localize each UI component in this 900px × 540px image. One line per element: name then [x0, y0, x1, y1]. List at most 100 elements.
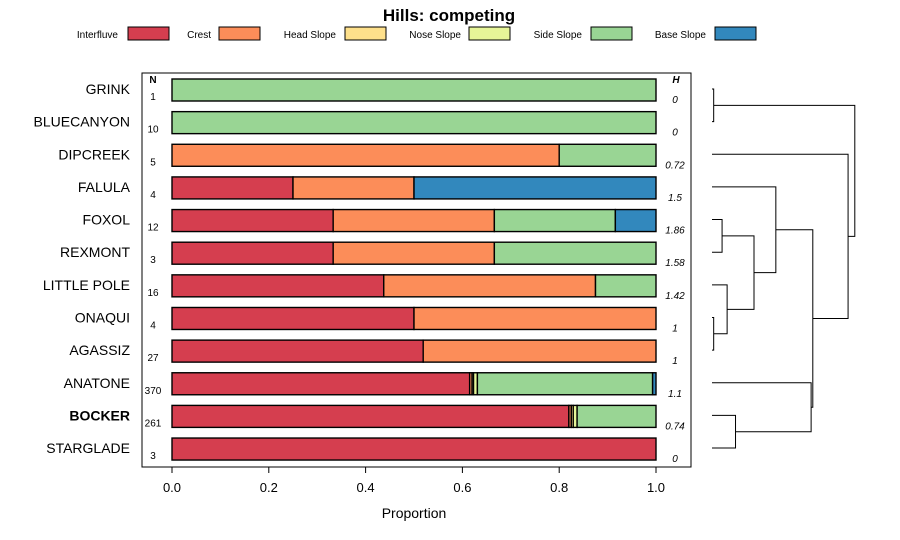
h-value: 1	[672, 323, 678, 334]
n-value: 10	[147, 125, 159, 136]
row-agassiz: AGASSIZ 27 1	[69, 339, 678, 367]
n-value: 5	[150, 157, 156, 168]
dendrogram-link	[712, 284, 728, 335]
n-value: 3	[150, 255, 156, 266]
dendrogram	[712, 88, 856, 449]
n-value: 370	[145, 386, 162, 397]
dendrogram-link	[712, 153, 849, 319]
bar-segment-interfluve	[171, 339, 424, 363]
bar-segment-side-slope	[493, 241, 657, 265]
legend-swatch-crest	[218, 26, 261, 41]
bar-segment-crest	[292, 176, 415, 200]
n-column-header: N	[149, 75, 156, 86]
legend-label-head-slope: Head Slope	[284, 30, 337, 41]
bar-segment-crest	[171, 143, 560, 167]
h-value: 0	[672, 454, 678, 465]
x-tick-label: 1.0	[647, 480, 665, 495]
row-label: AGASSIZ	[69, 342, 130, 358]
row-bocker: BOCKER 261 0.74	[69, 404, 685, 432]
row-onaqui: ONAQUI 4 1	[75, 306, 678, 334]
bar-segment-interfluve	[171, 176, 294, 200]
row-foxol: FOXOL 12 1.86	[83, 208, 685, 237]
n-value: 4	[150, 190, 156, 201]
legend-label-base-slope: Base Slope	[655, 30, 707, 41]
row-bluecanyon: BLUECANYON 10 0	[34, 110, 678, 139]
bar-segment-interfluve	[171, 306, 415, 331]
bar-segment-side-slope	[171, 78, 657, 102]
bar-segment-interfluve	[171, 372, 471, 396]
legend-swatch-base-slope	[714, 26, 757, 41]
dendrogram-link	[775, 229, 814, 408]
legend: Interfluve Crest Head Slope Nose Slope Side …	[77, 26, 757, 41]
row-rexmont: REXMONT 3 1.58	[60, 241, 685, 269]
dendrogram-link	[712, 414, 737, 449]
bar-segment-base-slope	[413, 176, 657, 200]
bar-segment-interfluve	[171, 404, 570, 429]
row-label: REXMONT	[60, 244, 130, 260]
bar-segment-crest	[383, 274, 597, 298]
h-value: 1.58	[665, 258, 685, 269]
row-label: LITTLE POLE	[43, 277, 130, 293]
h-value: 1.1	[668, 389, 682, 400]
h-value: 0.74	[665, 421, 685, 432]
row-label: BLUECANYON	[34, 114, 130, 130]
bar-segment-interfluve	[171, 241, 334, 265]
row-starglade: STARGLADE 3 0	[46, 437, 678, 465]
bar-segment-crest	[422, 339, 657, 363]
bar-segment-side-slope	[594, 274, 657, 298]
dendrogram-link	[712, 316, 715, 351]
row-label: BOCKER	[69, 407, 130, 423]
row-label: STARGLADE	[46, 440, 130, 456]
dendrogram-link	[712, 88, 715, 123]
n-value: 261	[145, 418, 162, 429]
row-label: ONAQUI	[75, 309, 130, 325]
dendrogram-link	[712, 382, 812, 433]
row-label: DIPCREEK	[58, 146, 130, 162]
row-label: GRINK	[86, 81, 131, 97]
h-value: 1	[672, 356, 678, 367]
row-little-pole: LITTLE POLE 16 1.42	[43, 274, 685, 302]
plot-frame	[141, 72, 692, 468]
bar-segment-crest	[332, 208, 496, 233]
x-axis: 0.0 0.2 0.4 0.6 0.8 1.0	[163, 467, 665, 495]
legend-swatch-side-slope	[590, 26, 633, 41]
legend-label-interfluve: Interfluve	[77, 30, 119, 41]
dendrogram-link	[713, 104, 856, 237]
bar-segment-interfluve	[171, 437, 657, 461]
row-label: FALULA	[78, 179, 131, 195]
h-column-header: H	[672, 75, 680, 86]
bar-segment-interfluve	[171, 274, 385, 298]
dendrogram-link	[712, 186, 777, 274]
n-value: 1	[150, 92, 156, 103]
legend-swatch-head-slope	[344, 26, 387, 41]
bar-segment-side-slope	[558, 143, 657, 167]
h-value: 1.5	[668, 193, 682, 204]
n-value: 4	[150, 320, 156, 331]
row-anatone: ANATONE 370 1.1	[64, 372, 682, 400]
x-tick-label: 0.4	[357, 480, 375, 495]
row-dipcreek: DIPCREEK 5 0.72	[58, 143, 685, 171]
row-label: FOXOL	[83, 212, 131, 228]
bar-segment-interfluve	[171, 208, 334, 233]
bar-segment-side-slope	[576, 404, 657, 429]
bar-segment-side-slope	[171, 110, 657, 135]
legend-label-nose-slope: Nose Slope	[409, 30, 461, 41]
n-value: 12	[147, 223, 159, 234]
bar-segment-crest	[332, 241, 496, 265]
h-value: 1.42	[665, 291, 685, 302]
h-value: 1.86	[665, 226, 685, 237]
n-value: 27	[147, 353, 159, 364]
n-value: 16	[147, 288, 159, 299]
x-axis-label: Proportion	[382, 505, 447, 521]
n-value: 3	[150, 451, 156, 462]
bar-segment-side-slope	[493, 208, 617, 233]
bar-segment-crest	[413, 306, 657, 331]
legend-swatch-nose-slope	[468, 26, 511, 41]
dendrogram-link	[712, 219, 723, 253]
row-grink: GRINK 1 0	[86, 78, 678, 106]
legend-label-crest: Crest	[187, 30, 211, 41]
row-falula: FALULA 4 1.5	[78, 176, 682, 204]
chart-title: Hills: competing	[383, 6, 515, 25]
